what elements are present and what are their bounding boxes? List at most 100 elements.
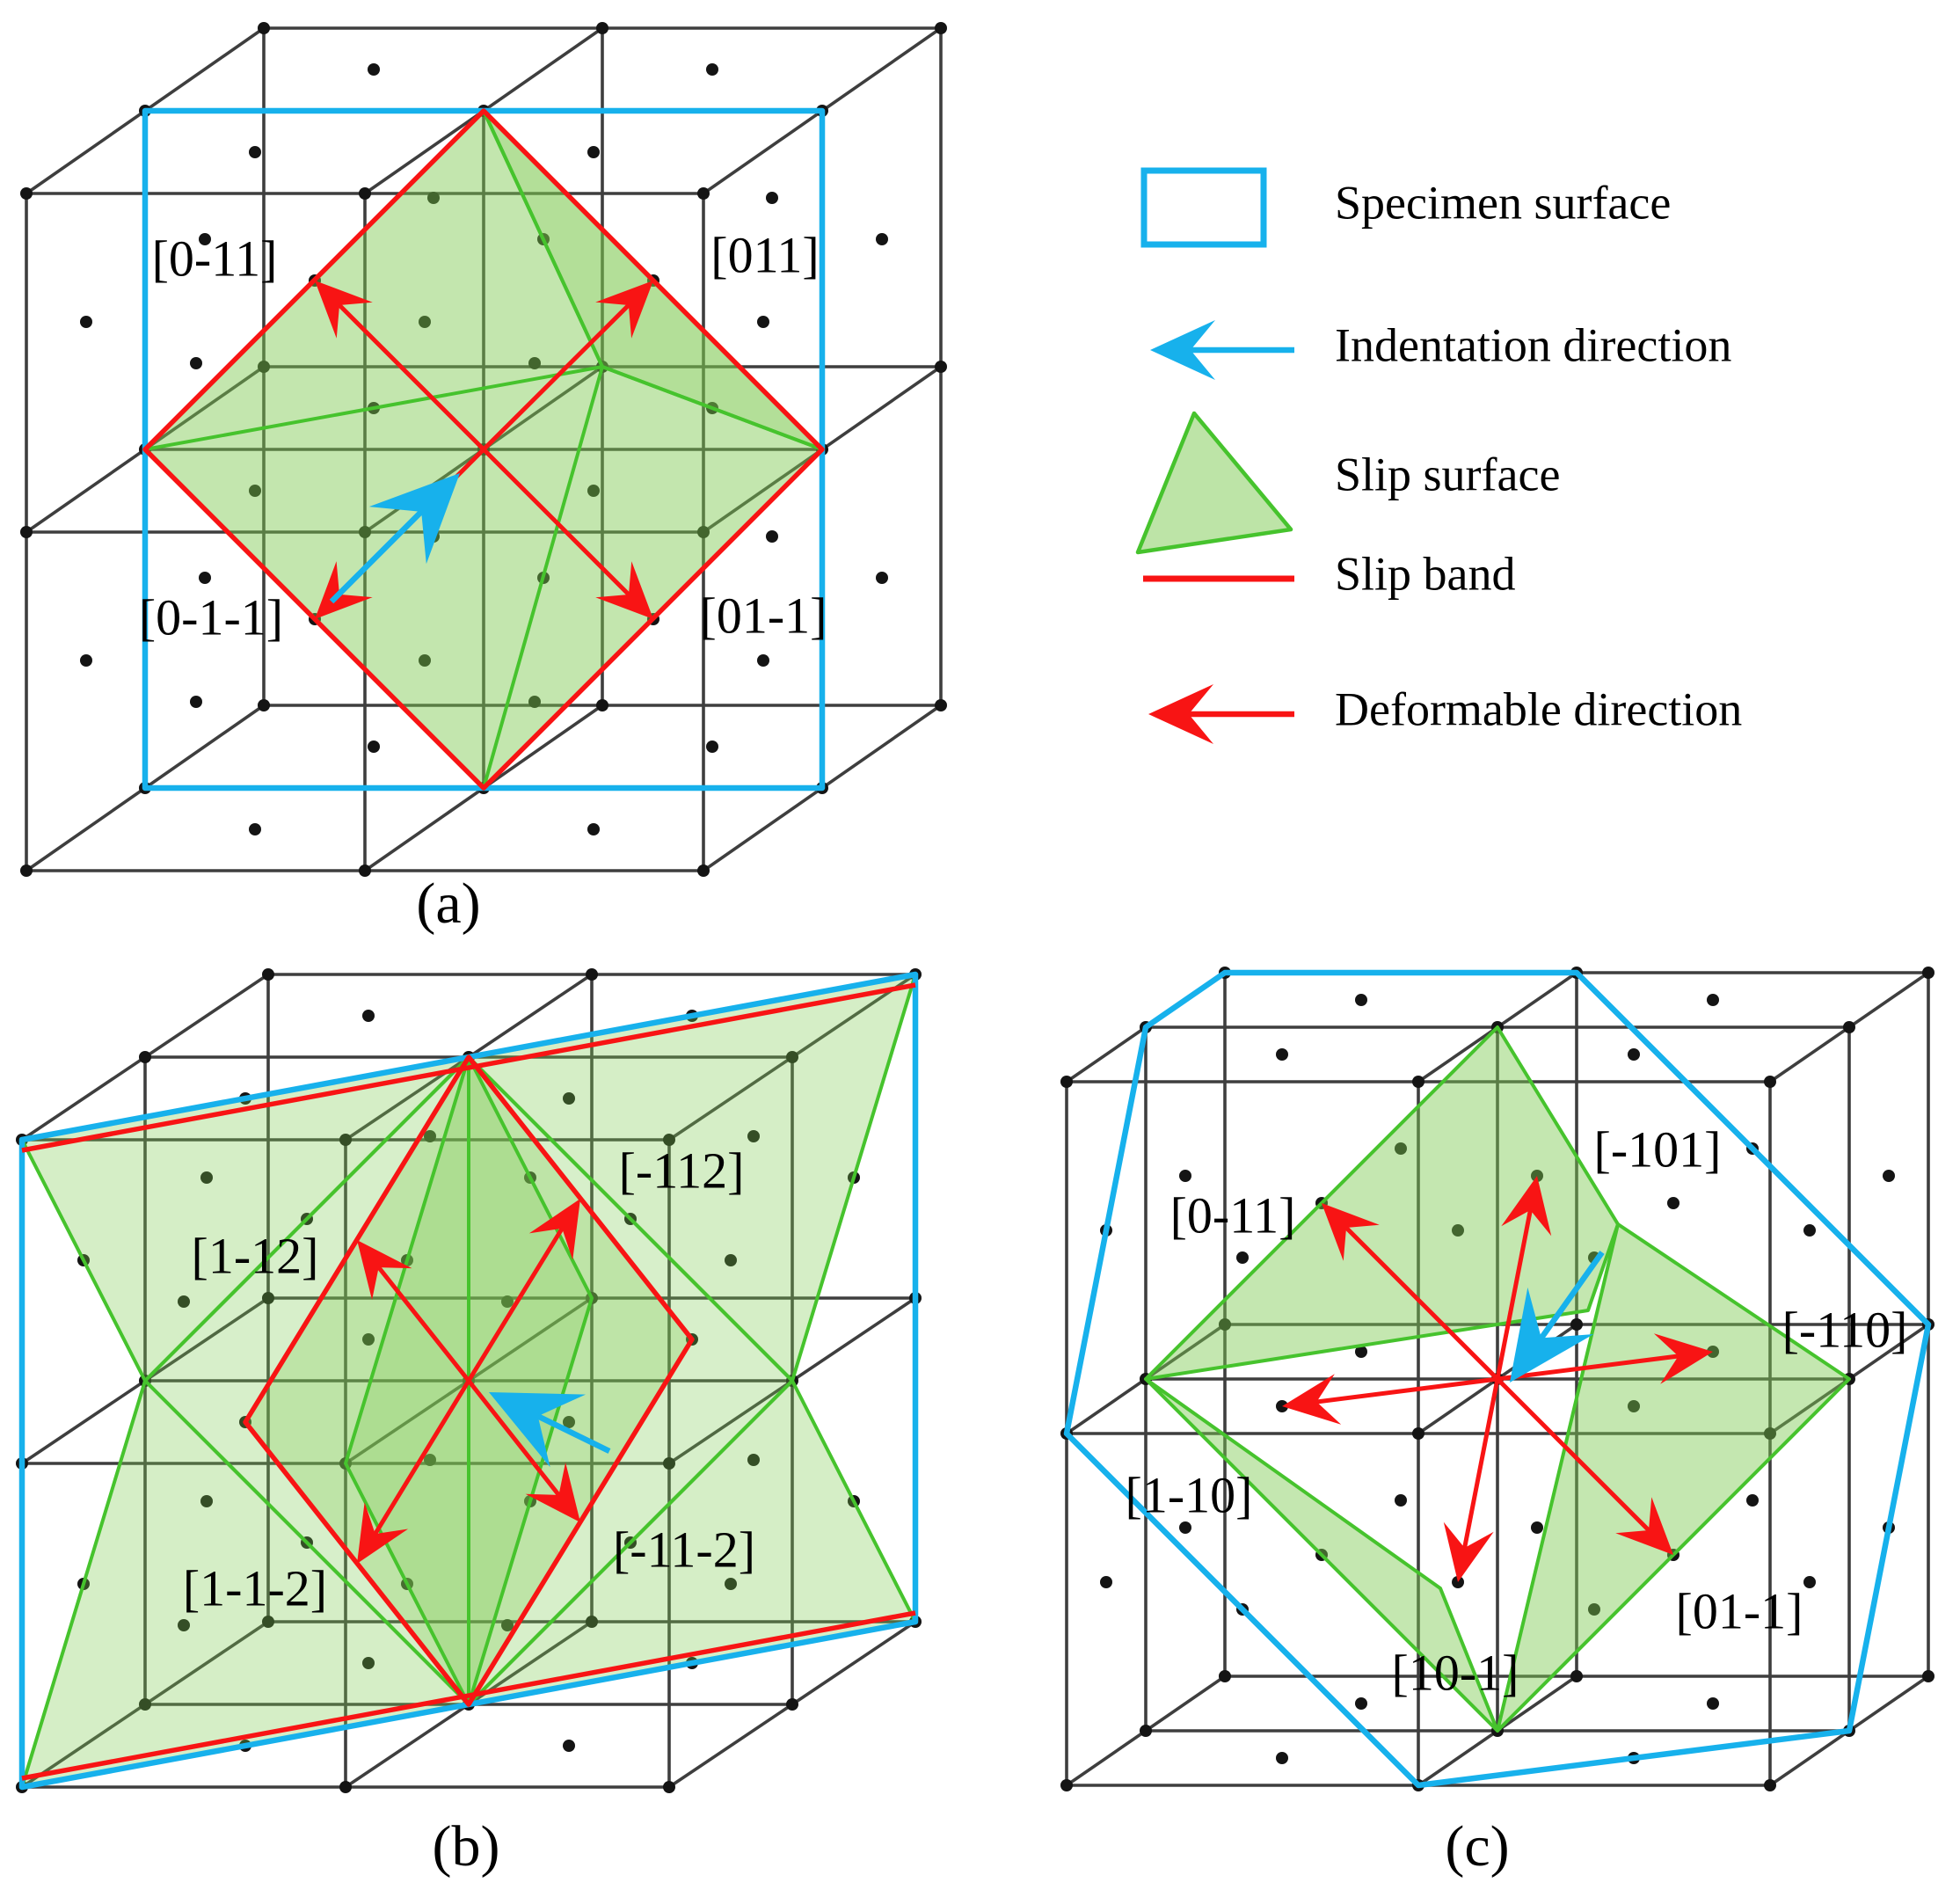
atom-dot (876, 572, 888, 584)
atom-dot (199, 572, 211, 584)
deformable-direction-arrow-shaft (1496, 1377, 1658, 1539)
atom-dot (1179, 1170, 1191, 1182)
atom-dot (1100, 1576, 1112, 1588)
atom-dot (339, 1781, 352, 1793)
deformable-direction-arrow-head (1443, 1521, 1494, 1582)
atom-dot (747, 1454, 760, 1466)
atom-dot (419, 316, 431, 328)
atom-dot (757, 654, 769, 667)
atom-dot (1412, 1076, 1424, 1088)
slip-surface (1144, 1377, 1499, 1733)
atom-dot (596, 699, 608, 711)
atom-dot (1236, 1251, 1249, 1264)
atom-dot (786, 1051, 798, 1063)
specimen-surface-swatch (1140, 167, 1267, 248)
legend-label: Deformable direction (1335, 682, 1742, 735)
figure-caption-b: (b) (433, 1814, 500, 1879)
atom-dot (586, 1616, 598, 1628)
atom-dot (427, 192, 440, 204)
atom-dot (1060, 1076, 1073, 1088)
indentation-direction-arrow-head (1510, 1287, 1594, 1383)
legend-label: Indentation direction (1335, 318, 1731, 371)
atom-dot (1570, 1670, 1583, 1682)
atom-dot (362, 1010, 375, 1022)
atom-dot (563, 1092, 575, 1105)
atom-dot (1764, 1076, 1776, 1088)
atom-dot (1843, 1021, 1855, 1033)
direction-label: [-112] (619, 1142, 745, 1199)
atom-dot (766, 192, 778, 204)
atom-dot (139, 1051, 151, 1063)
atom-dot (663, 1134, 675, 1146)
atom-dot (1412, 1427, 1424, 1440)
atom-dot (1803, 1576, 1816, 1588)
atom-dot (1707, 994, 1719, 1006)
atom-dot (1276, 1048, 1288, 1061)
indentation-direction-arrow-shaft (329, 499, 434, 604)
atom-dot (200, 1495, 213, 1507)
atom-dot (359, 526, 371, 538)
atom-dot (1452, 1224, 1464, 1237)
deformable-direction-arrow-head (525, 1462, 580, 1522)
slip-surfaces-c (1144, 1025, 1851, 1733)
atom-dot (528, 696, 541, 708)
figure-a: [0-11] [011] [0-1-1] [01-1] (a) (20, 22, 947, 936)
atom-dot (766, 530, 778, 543)
atom-dot (262, 1616, 274, 1628)
atom-dot (178, 1295, 190, 1308)
legend-row-4: Deformable direction (1148, 682, 1742, 744)
atom-dot (663, 1781, 675, 1793)
deformable-direction-arrow-head (595, 281, 653, 339)
slip-surface-edge (482, 110, 604, 368)
atom-dot (1355, 994, 1367, 1006)
atom-dot (1395, 1142, 1407, 1155)
atom-dot (1570, 1318, 1583, 1331)
legend-label: Slip band (1335, 547, 1516, 600)
deformable-direction-arrow-shaft (1461, 1378, 1500, 1558)
slip-surface-edge (482, 366, 604, 789)
atom-dot (190, 357, 202, 369)
atom-dot (1922, 1670, 1934, 1682)
atom-dot (501, 1619, 514, 1631)
deformable-direction-arrow-head (1653, 1333, 1713, 1384)
slip-band-outline (142, 108, 825, 791)
atom-dot (935, 361, 947, 373)
deformable-direction-arrow-shaft (1307, 1376, 1498, 1405)
arrows-b (357, 1199, 611, 1564)
atom-dot (368, 63, 380, 76)
direction-label: [1-12] (192, 1227, 319, 1284)
direction-label: [-110] (1782, 1301, 1908, 1358)
direction-label: [-101] (1594, 1120, 1722, 1178)
specimen-surface-outline (18, 971, 919, 1791)
atom-dot (139, 1698, 151, 1711)
atom-dot (1531, 1521, 1543, 1534)
atom-dot (1060, 1779, 1073, 1791)
atom-dot (20, 187, 33, 200)
atom-dot (1588, 1603, 1600, 1616)
indentation-direction-arrow-shaft (1530, 1251, 1605, 1353)
atom-dot (424, 1130, 436, 1142)
atom-dot (876, 233, 888, 245)
atom-dot (697, 526, 710, 538)
atom-dot (935, 22, 947, 34)
atom-dot (178, 1619, 190, 1631)
atom-dot (419, 654, 431, 667)
deformable-direction-arrow-head (1322, 1203, 1380, 1261)
direction-label: [01-1] (1676, 1582, 1803, 1639)
atom-dot (20, 865, 33, 877)
atom-dot (1628, 1400, 1640, 1412)
atom-dot (587, 146, 600, 158)
atom-dot (586, 968, 598, 981)
indentation-direction-swatch-head (1150, 320, 1215, 380)
atom-dot (697, 865, 710, 877)
direction-label: [0-11] (152, 230, 278, 287)
deformable-direction-arrow-head (357, 1240, 412, 1301)
atom-dot (258, 699, 270, 711)
indentation-direction-arrow-head (368, 473, 460, 565)
deformable-direction-arrow-shaft (482, 448, 638, 603)
atom-dot (424, 1454, 436, 1466)
slip-band-line (21, 982, 916, 1153)
atom-dot (1883, 1170, 1895, 1182)
deformable-direction-arrow-head (528, 1199, 580, 1260)
